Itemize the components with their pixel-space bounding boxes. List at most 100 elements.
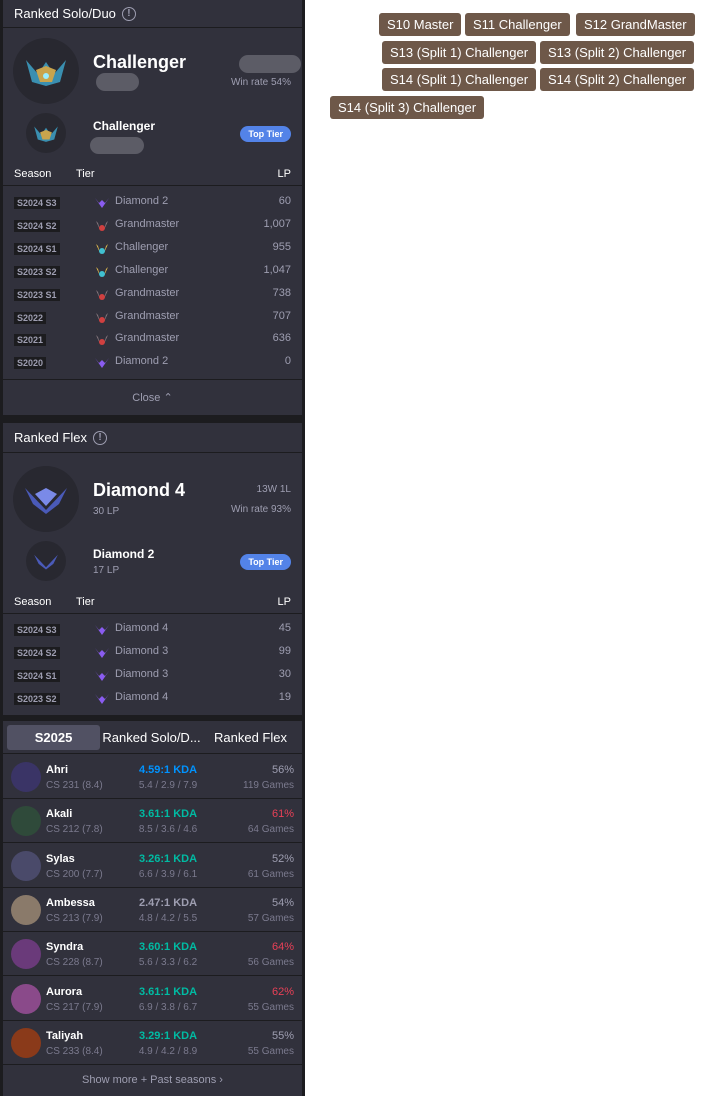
champion-kda: 4.59:1 KDA: [138, 764, 198, 776]
diamond-tier-icon: [95, 693, 109, 705]
past-rank-tag: S14 (Split 1) Challenger: [382, 68, 537, 91]
season-row: S2023 S2 Challenger 1,047: [3, 260, 302, 283]
season-label: S2023 S1: [14, 288, 60, 301]
season-row: S2024 S2 Grandmaster 1,007: [3, 214, 302, 237]
past-rank-tag: S10 Master: [379, 13, 462, 36]
season-row: S2021 Grandmaster 636: [3, 328, 302, 351]
info-icon[interactable]: !: [121, 6, 136, 21]
champion-avatar: [11, 983, 41, 1014]
season-header: Season: [14, 596, 52, 608]
tier-name: Diamond 2: [115, 355, 169, 368]
champion-games: 56 Games: [247, 957, 294, 969]
left-panel: Ranked Solo/Duo! Challenger Win rate 54%…: [0, 0, 305, 1096]
tier-header: Tier: [76, 596, 95, 608]
champion-games: 64 Games: [247, 824, 294, 836]
season-label: S2024 S2: [14, 219, 60, 232]
tier-header: Tier: [76, 168, 95, 180]
flex-current-lp: 30 LP: [93, 506, 120, 517]
close-label: Close: [132, 392, 161, 404]
ranked-flex-card: Ranked Flex! Diamond 4 30 LP 13W 1L Win …: [3, 423, 302, 715]
diamond-emblem-small-icon: [26, 541, 66, 581]
diamond-tier-icon: [95, 624, 109, 636]
season-label: S2024 S3: [14, 197, 60, 209]
champion-cs: CS 231 (8.4): [46, 780, 103, 791]
champion-row[interactable]: Aurora CS 217 (7.9) 3.61:1 KDA 6.9 / 3.8…: [3, 977, 302, 1021]
lp-value: 60: [278, 195, 291, 207]
champion-stats-card: S2025 Ranked Solo/D... Ranked Flex Ahri …: [3, 721, 302, 1096]
ranked-flex-title: Ranked Flex: [14, 430, 87, 445]
show-more-button[interactable]: Show more + Past seasons ›: [3, 1064, 302, 1096]
champion-games: 55 Games: [247, 1001, 294, 1013]
champion-avatar: [11, 850, 41, 881]
lp-header: LP: [277, 596, 291, 608]
champion-name: Akali: [46, 808, 73, 821]
champion-name: Taliyah: [46, 1029, 84, 1042]
ranked-flex-header: Ranked Flex!: [3, 423, 302, 453]
tab-ranked-flex[interactable]: Ranked Flex: [214, 729, 287, 745]
chevron-right-icon: ›: [219, 1074, 223, 1086]
champion-kda-detail: 8.5 / 3.6 / 4.6: [138, 824, 198, 836]
champion-win-rate: 54%: [271, 896, 294, 909]
champion-win-rate: 62%: [271, 985, 294, 998]
lp-value: 1,007: [263, 217, 291, 230]
solo-current-tier: Challenger: [93, 52, 187, 72]
close-button[interactable]: Close ⌃: [3, 379, 302, 415]
champion-row[interactable]: Taliyah CS 233 (8.4) 3.29:1 KDA 4.9 / 4.…: [3, 1021, 302, 1065]
chevron-up-icon: ⌃: [163, 392, 173, 404]
lp-value: 1,047: [263, 263, 291, 276]
challenger-tier-icon: [95, 266, 109, 278]
grandmaster-tier-icon: [95, 334, 109, 346]
past-rank-tag: S14 (Split 2) Challenger: [540, 68, 695, 91]
hidden-peak-lp: [90, 137, 144, 154]
tier-name: Grandmaster: [115, 332, 180, 345]
solo-win-rate: Win rate 54%: [230, 77, 291, 88]
challenger-tier-icon: [95, 243, 109, 255]
diamond-tier-icon: [95, 647, 109, 659]
lp-value: 19: [278, 690, 291, 703]
flex-win-rate: Win rate 93%: [230, 504, 291, 515]
season-label: S2022: [14, 311, 47, 324]
champion-games: 57 Games: [247, 912, 294, 924]
champion-kda: 3.29:1 KDA: [138, 1029, 198, 1042]
tier-name: Challenger: [115, 263, 169, 276]
champion-row[interactable]: Ambessa CS 213 (7.9) 2.47:1 KDA 4.8 / 4.…: [3, 888, 302, 932]
challenger-emblem-small-icon: [26, 113, 66, 153]
tab-ranked-solo[interactable]: Ranked Solo/D...: [102, 729, 201, 745]
lp-value: 99: [278, 644, 291, 657]
season-row: S2024 S3 Diamond 2 60: [3, 191, 302, 214]
past-rank-tag: S13 (Split 2) Challenger: [540, 41, 695, 64]
lp-value: 30: [278, 667, 291, 680]
champion-row[interactable]: Ahri CS 231 (8.4) 4.59:1 KDA 5.4 / 2.9 /…: [3, 755, 302, 799]
champion-cs: CS 212 (7.8): [46, 824, 103, 836]
champion-row[interactable]: Syndra CS 228 (8.7) 3.60:1 KDA 5.6 / 3.3…: [3, 932, 302, 977]
flex-peak-tier: Diamond 2: [93, 547, 155, 561]
flex-peak-lp: 17 LP: [93, 565, 120, 576]
lp-value: 45: [278, 622, 291, 634]
tier-name: Diamond 3: [115, 667, 169, 680]
champion-kda-detail: 5.6 / 3.3 / 6.2: [138, 957, 198, 969]
solo-table-header: Season Tier LP: [3, 164, 302, 186]
show-more-label: Show more + Past seasons: [82, 1074, 217, 1086]
season-label: S2024 S2: [14, 646, 60, 659]
champion-row[interactable]: Sylas CS 200 (7.7) 3.26:1 KDA 6.6 / 3.9 …: [3, 844, 302, 888]
info-icon[interactable]: !: [92, 430, 107, 445]
flex-current-tier: Diamond 4: [93, 480, 186, 500]
champion-row[interactable]: Akali CS 212 (7.8) 3.61:1 KDA 8.5 / 3.6 …: [3, 799, 302, 844]
tab-s2025[interactable]: S2025: [7, 724, 101, 750]
champion-win-rate: 52%: [271, 852, 294, 865]
champion-kda: 3.61:1 KDA: [138, 808, 198, 821]
champion-avatar: [11, 806, 41, 837]
season-label: S2024 S3: [14, 624, 60, 636]
season-row: S2022 Grandmaster 707: [3, 306, 302, 329]
tier-name: Challenger: [115, 240, 169, 253]
lp-value: 0: [284, 355, 291, 368]
lp-value: 707: [272, 309, 291, 322]
season-label: S2024 S1: [14, 242, 60, 255]
season-row: S2023 S1 Grandmaster 738: [3, 283, 302, 306]
champion-cs: CS 228 (8.7): [46, 957, 103, 969]
champion-cs: CS 217 (7.9): [46, 1001, 103, 1013]
challenger-emblem-icon: [13, 38, 79, 104]
champion-avatar: [11, 1027, 41, 1058]
diamond-emblem-icon: [13, 466, 79, 532]
hidden-lp: [96, 73, 139, 91]
